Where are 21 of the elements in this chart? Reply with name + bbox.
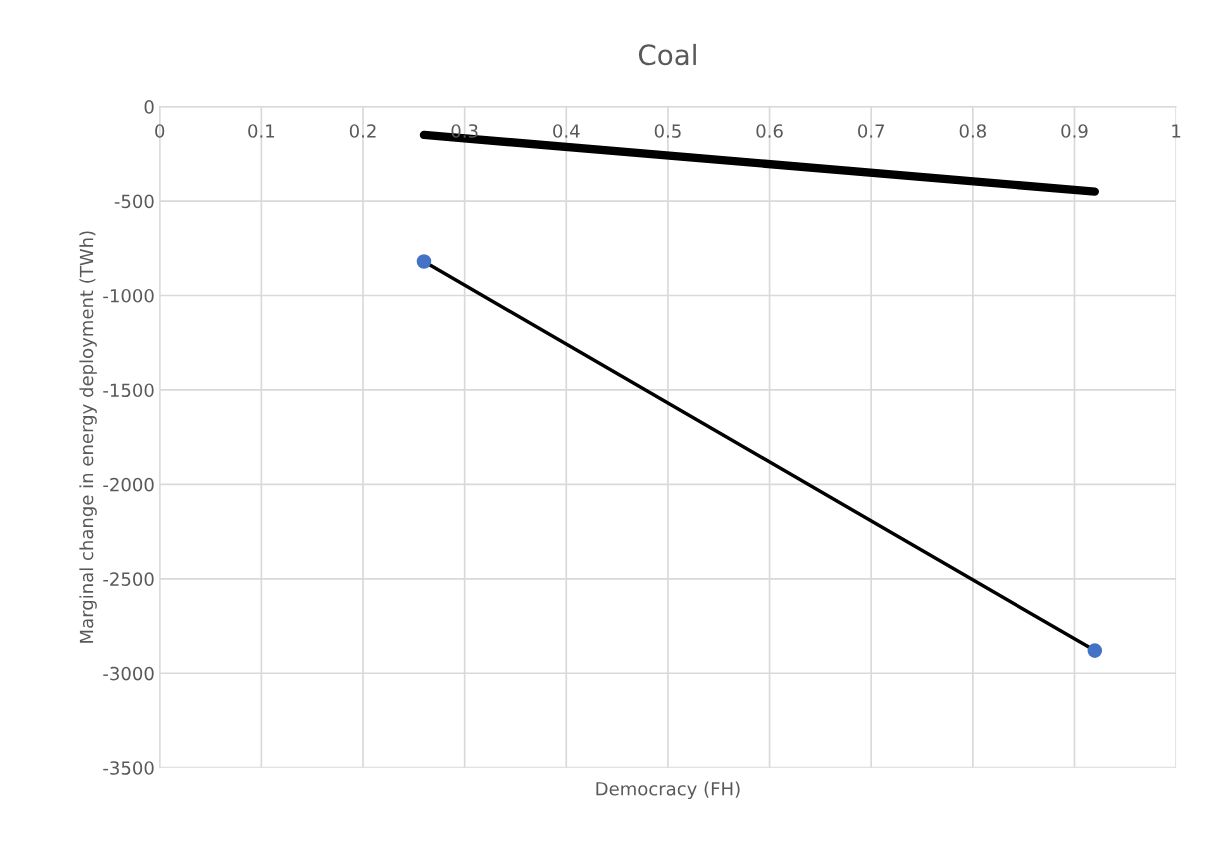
x-tick-label: 0.2 bbox=[349, 124, 376, 138]
chart-title: Coal bbox=[638, 43, 696, 66]
y-tick-label: -2500 bbox=[103, 572, 154, 586]
y-tick-label: -1500 bbox=[103, 383, 154, 398]
x-tick-label: 0.5 bbox=[654, 124, 681, 138]
y-axis-title: Marginal change in energy deployment (TWh) bbox=[79, 231, 97, 643]
y-tick-label: -3000 bbox=[103, 666, 154, 681]
x-tick-label: 0 bbox=[155, 124, 165, 138]
y-tick-label: -1000 bbox=[103, 288, 154, 303]
x-tick-label: 0.4 bbox=[553, 124, 580, 138]
x-tick-label: 0.1 bbox=[248, 124, 275, 138]
x-axis-title: Democracy (FH) bbox=[596, 781, 740, 800]
x-tick-label: 0.6 bbox=[756, 124, 783, 138]
x-tick-label: 0.7 bbox=[858, 124, 885, 138]
x-tick-label: 0.9 bbox=[1061, 124, 1088, 138]
y-tick-label: 0 bbox=[144, 100, 154, 114]
y-tick-label: -500 bbox=[114, 194, 154, 209]
y-tick-label: -3500 bbox=[103, 761, 154, 775]
x-tick-label: 1 bbox=[1172, 124, 1181, 138]
y-tick-label: -2000 bbox=[103, 477, 154, 492]
x-tick-label: 0.8 bbox=[959, 124, 986, 138]
